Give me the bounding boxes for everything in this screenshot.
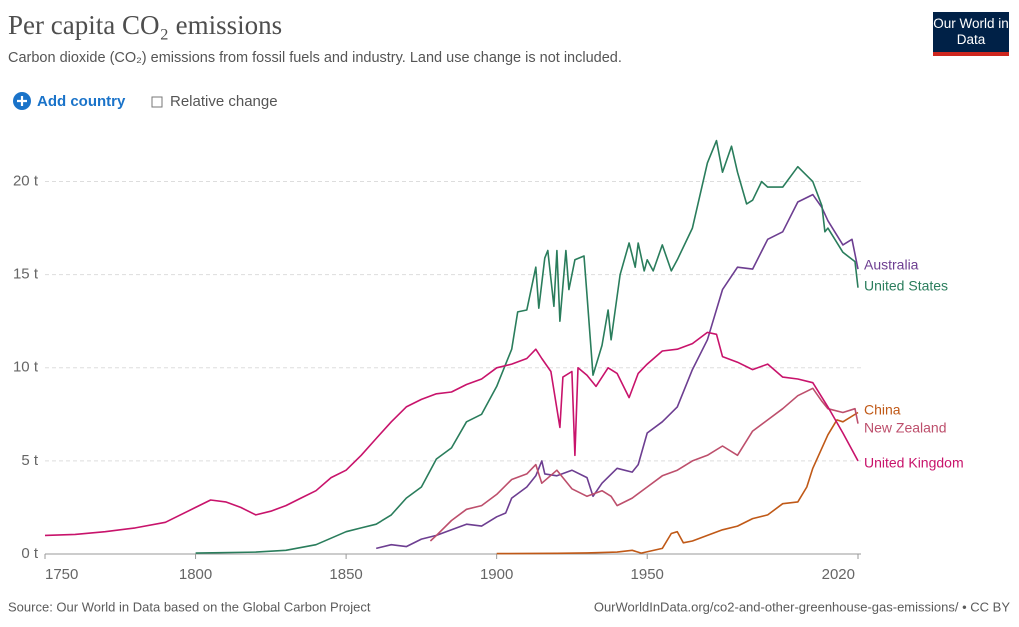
- legend-label: China: [864, 402, 901, 418]
- legend-label: Australia: [864, 257, 919, 273]
- legend-label: United States: [864, 278, 948, 294]
- y-tick-label: 0 t: [21, 545, 39, 562]
- x-tick-label: 1900: [480, 566, 513, 583]
- y-tick-label: 5 t: [21, 452, 39, 469]
- url: OurWorldInData.org/co2-and-other-greenho…: [594, 599, 1010, 614]
- x-tick-label: 2020: [822, 566, 855, 583]
- logo-wrap: Our World in Data: [933, 16, 1009, 47]
- chart-title: Per capita CO₂ emissions: [8, 10, 282, 40]
- legend-label: United Kingdom: [864, 455, 964, 471]
- y-tick-label: 15 t: [13, 266, 39, 283]
- relative-change-toggle[interactable]: Relative change: [151, 93, 278, 110]
- series-line: [496, 411, 859, 555]
- series-line: [44, 331, 859, 537]
- legend-label: New Zealand: [864, 420, 947, 436]
- x-tick-label: 1800: [179, 566, 212, 583]
- logo-bar: [933, 52, 1009, 56]
- x-tick-label: 1750: [45, 566, 78, 583]
- series-line: [429, 387, 859, 542]
- logo-box: [933, 12, 1009, 52]
- logo-text: Our World in Data: [933, 16, 1009, 47]
- chart-subtitle: Carbon dioxide (CO₂) emissions from foss…: [8, 50, 622, 66]
- y-tick-label: 20 t: [13, 173, 39, 190]
- series-line: [195, 139, 859, 554]
- series-line: [376, 193, 859, 550]
- checkbox: [151, 96, 163, 108]
- logo[interactable]: Our World in Data: [933, 12, 1009, 56]
- relative-change-label: Relative change: [170, 93, 278, 110]
- x-tick-label: 1850: [329, 566, 362, 583]
- add-country-button[interactable]: Add country: [13, 92, 126, 110]
- add-plus: [17, 96, 27, 106]
- x-tick-label: 1950: [631, 566, 664, 583]
- y-tick-label: 10 t: [13, 359, 39, 376]
- add-country-label: Add country: [37, 93, 126, 110]
- source: Source: Our World in Data based on the G…: [8, 599, 371, 614]
